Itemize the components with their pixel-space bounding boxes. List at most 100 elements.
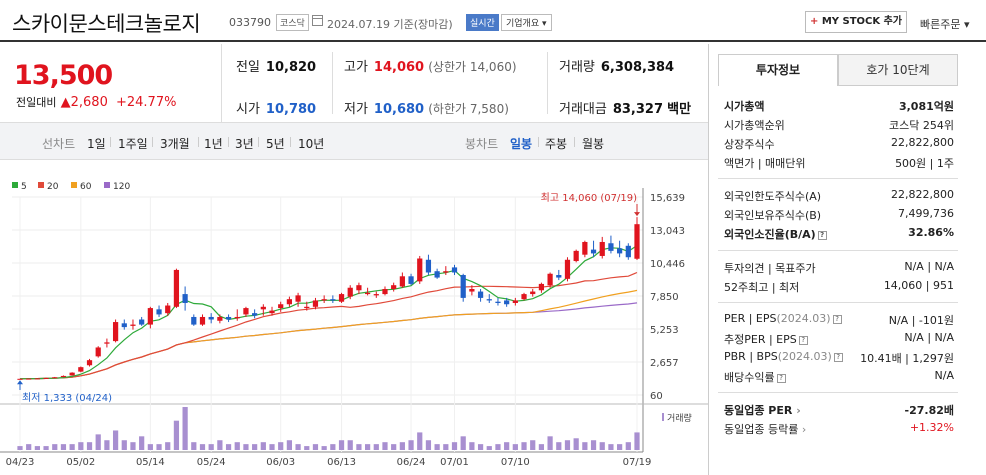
candle-weekly[interactable]: 주봉 xyxy=(545,137,568,151)
info-row: 52주최고 | 최저 14,060 | 951 xyxy=(724,279,954,298)
volume-bar xyxy=(104,440,110,450)
volume-bar xyxy=(512,444,518,450)
info-row-label: 외국인한도주식수(A) xyxy=(724,190,822,203)
candle-body xyxy=(477,291,484,298)
volume-bar xyxy=(208,444,214,450)
info-row-label: 외국인소진율(B/A)? xyxy=(724,226,827,242)
low-arrow-head xyxy=(17,380,23,385)
volume-bar xyxy=(304,446,310,450)
panel-divider xyxy=(708,44,709,475)
period-3y[interactable]: 3년 xyxy=(235,137,254,151)
info-row-label: 배당수익률? xyxy=(724,369,786,385)
candle-body xyxy=(182,294,188,303)
help-icon[interactable]: ? xyxy=(798,336,808,345)
info-row: 시가총액순위 코스닥 254위 xyxy=(724,117,954,136)
volume-bar xyxy=(417,432,423,450)
help-icon[interactable]: ? xyxy=(832,315,842,324)
volume-bar xyxy=(434,444,440,450)
tab-order-book[interactable]: 호가 10단계 xyxy=(838,54,958,86)
info-row[interactable]: 동일업종 등락률 › +1.32% xyxy=(724,421,954,440)
candle-body xyxy=(260,306,266,310)
candle-body xyxy=(52,377,58,379)
candle-body xyxy=(43,377,49,379)
divider xyxy=(547,52,548,114)
volume-bar xyxy=(78,442,84,450)
volume-bar xyxy=(504,442,510,450)
candle-body xyxy=(451,267,458,273)
candle-body xyxy=(173,269,180,307)
candle-body xyxy=(304,306,310,309)
chart-svg[interactable]: 5 20 60 120 15,639 13,043 10,446 7,850 5,253 2,65… xyxy=(0,160,708,475)
period-1y[interactable]: 1년 xyxy=(204,137,223,151)
separator xyxy=(152,137,153,147)
period-3m[interactable]: 3개월 xyxy=(160,137,190,151)
help-icon[interactable]: ? xyxy=(817,231,827,240)
separator xyxy=(574,137,575,147)
candle-body xyxy=(469,289,475,292)
candle-body xyxy=(391,285,397,290)
candle-body xyxy=(60,375,67,378)
info-row: 액면가 | 매매단위 500원 | 1주 xyxy=(724,155,954,174)
candle-body xyxy=(538,283,545,291)
x-tick-label: 05/14 xyxy=(136,457,165,468)
chevron-right-icon: › xyxy=(798,423,807,436)
info-row: 시가총액 3,081억원 xyxy=(724,98,954,117)
chevron-right-icon: › xyxy=(792,404,801,417)
candle-body xyxy=(147,308,153,325)
candle-daily[interactable]: 일봉 xyxy=(510,137,533,151)
legend-label: 120 xyxy=(113,182,130,192)
stock-chart[interactable]: 5 20 60 120 15,639 13,043 10,446 7,850 5,253 2,65… xyxy=(0,160,708,475)
base-date: 2024.07.19 기준(장마감) xyxy=(327,18,453,31)
candle-body xyxy=(425,259,432,273)
volume-bar xyxy=(425,440,432,450)
period-1w[interactable]: 1주일 xyxy=(118,137,148,151)
volume-bar xyxy=(139,436,145,450)
candle-chart-label: 봉차트 xyxy=(465,137,499,151)
prev-close-label: 전일 xyxy=(236,60,260,75)
info-row-period: (2024.03) xyxy=(777,350,832,363)
info-row-value: N/A | N/A xyxy=(904,331,954,344)
candle-body xyxy=(312,300,319,307)
candle-monthly[interactable]: 월봉 xyxy=(582,137,605,151)
candle-body xyxy=(286,299,293,305)
info-row: 상장주식수 22,822,800 xyxy=(724,136,954,155)
volume-bar xyxy=(373,444,379,450)
add-my-stock-button[interactable]: + MY STOCK 추가 xyxy=(805,11,907,33)
low-annotation: 최저 1,333 (04/24) xyxy=(22,392,112,404)
candle-body xyxy=(156,309,162,315)
quick-order-dropdown[interactable]: 빠른주문 ▾ xyxy=(920,18,970,31)
candle-body xyxy=(95,347,101,357)
section-divider xyxy=(718,250,958,251)
volume-bar xyxy=(165,442,171,450)
candle-body xyxy=(217,316,223,321)
volume-bar xyxy=(34,446,40,450)
info-row-label: PER | EPS(2024.03)? xyxy=(724,312,842,325)
help-icon[interactable]: ? xyxy=(776,374,786,383)
info-row-label: 외국인보유주식수(B) xyxy=(724,209,822,222)
candle-body xyxy=(86,360,93,366)
x-tick-label: 05/24 xyxy=(197,457,226,468)
volume-bar xyxy=(269,444,275,450)
candle-body xyxy=(599,241,605,256)
candle-body xyxy=(582,241,588,255)
separator xyxy=(198,137,199,147)
candle-body xyxy=(504,300,510,305)
info-row: 외국인보유주식수(B) 7,499,736 xyxy=(724,207,954,226)
period-1d[interactable]: 1일 xyxy=(87,137,106,151)
info-row-value: N/A xyxy=(934,369,954,382)
legend-swatch xyxy=(38,182,44,188)
volume-bar xyxy=(52,444,58,450)
tab-investment-info[interactable]: 투자정보 xyxy=(718,54,838,86)
volume-bar xyxy=(617,444,623,450)
volume-bar xyxy=(312,444,319,450)
candle-body xyxy=(26,378,32,380)
info-row[interactable]: 동일업종 PER › -27.82배 xyxy=(724,402,954,421)
period-5y[interactable]: 5년 xyxy=(266,137,285,151)
realtime-button[interactable]: 실시간 xyxy=(466,14,499,31)
stock-header: 스카이문스테크놀로지 033790 코스닥 2024.07.19 기준(장마감)… xyxy=(0,0,986,42)
volume-bar xyxy=(330,444,336,450)
stock-name: 스카이문스테크놀로지 xyxy=(12,12,201,36)
help-icon[interactable]: ? xyxy=(833,353,843,362)
period-10y[interactable]: 10년 xyxy=(298,137,325,151)
company-overview-dropdown[interactable]: 기업개요 ▾ xyxy=(501,14,552,31)
